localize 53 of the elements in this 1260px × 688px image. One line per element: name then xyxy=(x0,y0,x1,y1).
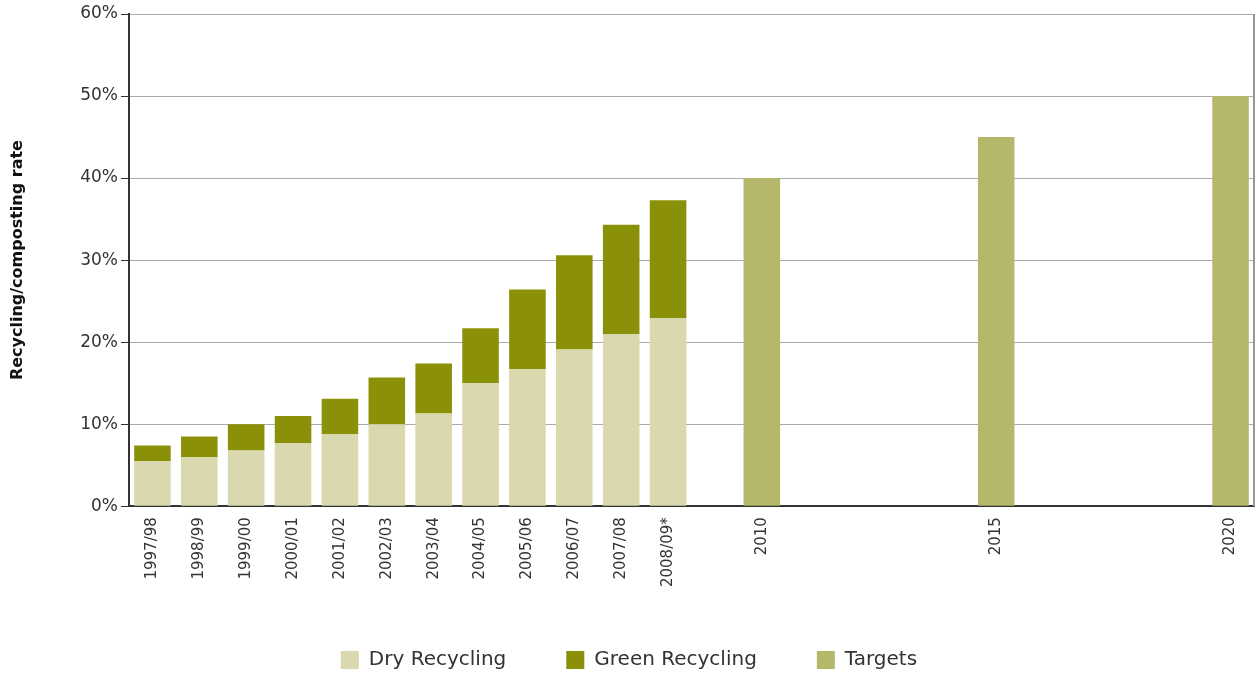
x-tick-label: 1998/99 xyxy=(189,517,208,580)
x-tick-label: 2015 xyxy=(986,517,1005,556)
y-tick-label: 20% xyxy=(80,330,118,351)
bar xyxy=(181,436,218,457)
x-tick-label: 1997/98 xyxy=(142,517,161,580)
x-tick-label: 2003/04 xyxy=(423,517,442,580)
bar xyxy=(556,349,593,506)
bar xyxy=(602,333,640,506)
y-tick-label: 50% xyxy=(80,84,118,105)
bar xyxy=(321,434,359,506)
y-tick-label: 60% xyxy=(80,2,118,23)
bar xyxy=(462,383,499,506)
bar xyxy=(368,424,406,506)
bar xyxy=(556,255,593,350)
bar xyxy=(181,456,218,506)
x-tick-label: 2010 xyxy=(751,517,770,556)
legend-label: Green Recycling xyxy=(594,646,757,671)
x-tick-label: 1999/00 xyxy=(236,517,255,580)
bar xyxy=(509,369,546,506)
legend-label: Targets xyxy=(843,646,918,671)
bar xyxy=(368,377,406,425)
bar xyxy=(509,289,546,370)
bar xyxy=(1212,96,1249,506)
x-tick-label: 2007/08 xyxy=(611,517,630,580)
bar xyxy=(227,450,265,506)
bar xyxy=(415,363,452,414)
bar xyxy=(274,443,312,506)
bar xyxy=(415,413,452,506)
x-tick-label: 2004/05 xyxy=(470,517,489,580)
legend-label: Dry Recycling xyxy=(368,646,507,671)
y-tick-label: 10% xyxy=(80,412,118,433)
bar xyxy=(321,398,359,434)
x-tick-label: 2005/06 xyxy=(517,517,536,580)
bar xyxy=(274,415,312,444)
y-tick-label: 40% xyxy=(80,166,118,187)
bar xyxy=(227,424,265,451)
x-tick-label: 2002/03 xyxy=(376,517,395,580)
x-tick-label: 2006/07 xyxy=(564,517,583,580)
y-tick-label: 30% xyxy=(80,248,118,269)
x-tick-label: 2020 xyxy=(1220,517,1239,556)
bar xyxy=(602,224,640,334)
bar xyxy=(462,328,499,384)
bar xyxy=(649,200,687,319)
y-axis-title: Recycling/composting rate xyxy=(6,139,26,381)
x-tick-label: 2000/01 xyxy=(282,517,301,580)
bar xyxy=(977,137,1015,506)
x-tick-label: 2008/09* xyxy=(657,516,676,588)
bar xyxy=(743,178,781,506)
x-tick-label: 2001/02 xyxy=(329,517,348,580)
y-tick-label: 0% xyxy=(91,494,118,515)
bar xyxy=(134,445,171,462)
bar xyxy=(134,461,171,506)
bar xyxy=(649,318,687,506)
